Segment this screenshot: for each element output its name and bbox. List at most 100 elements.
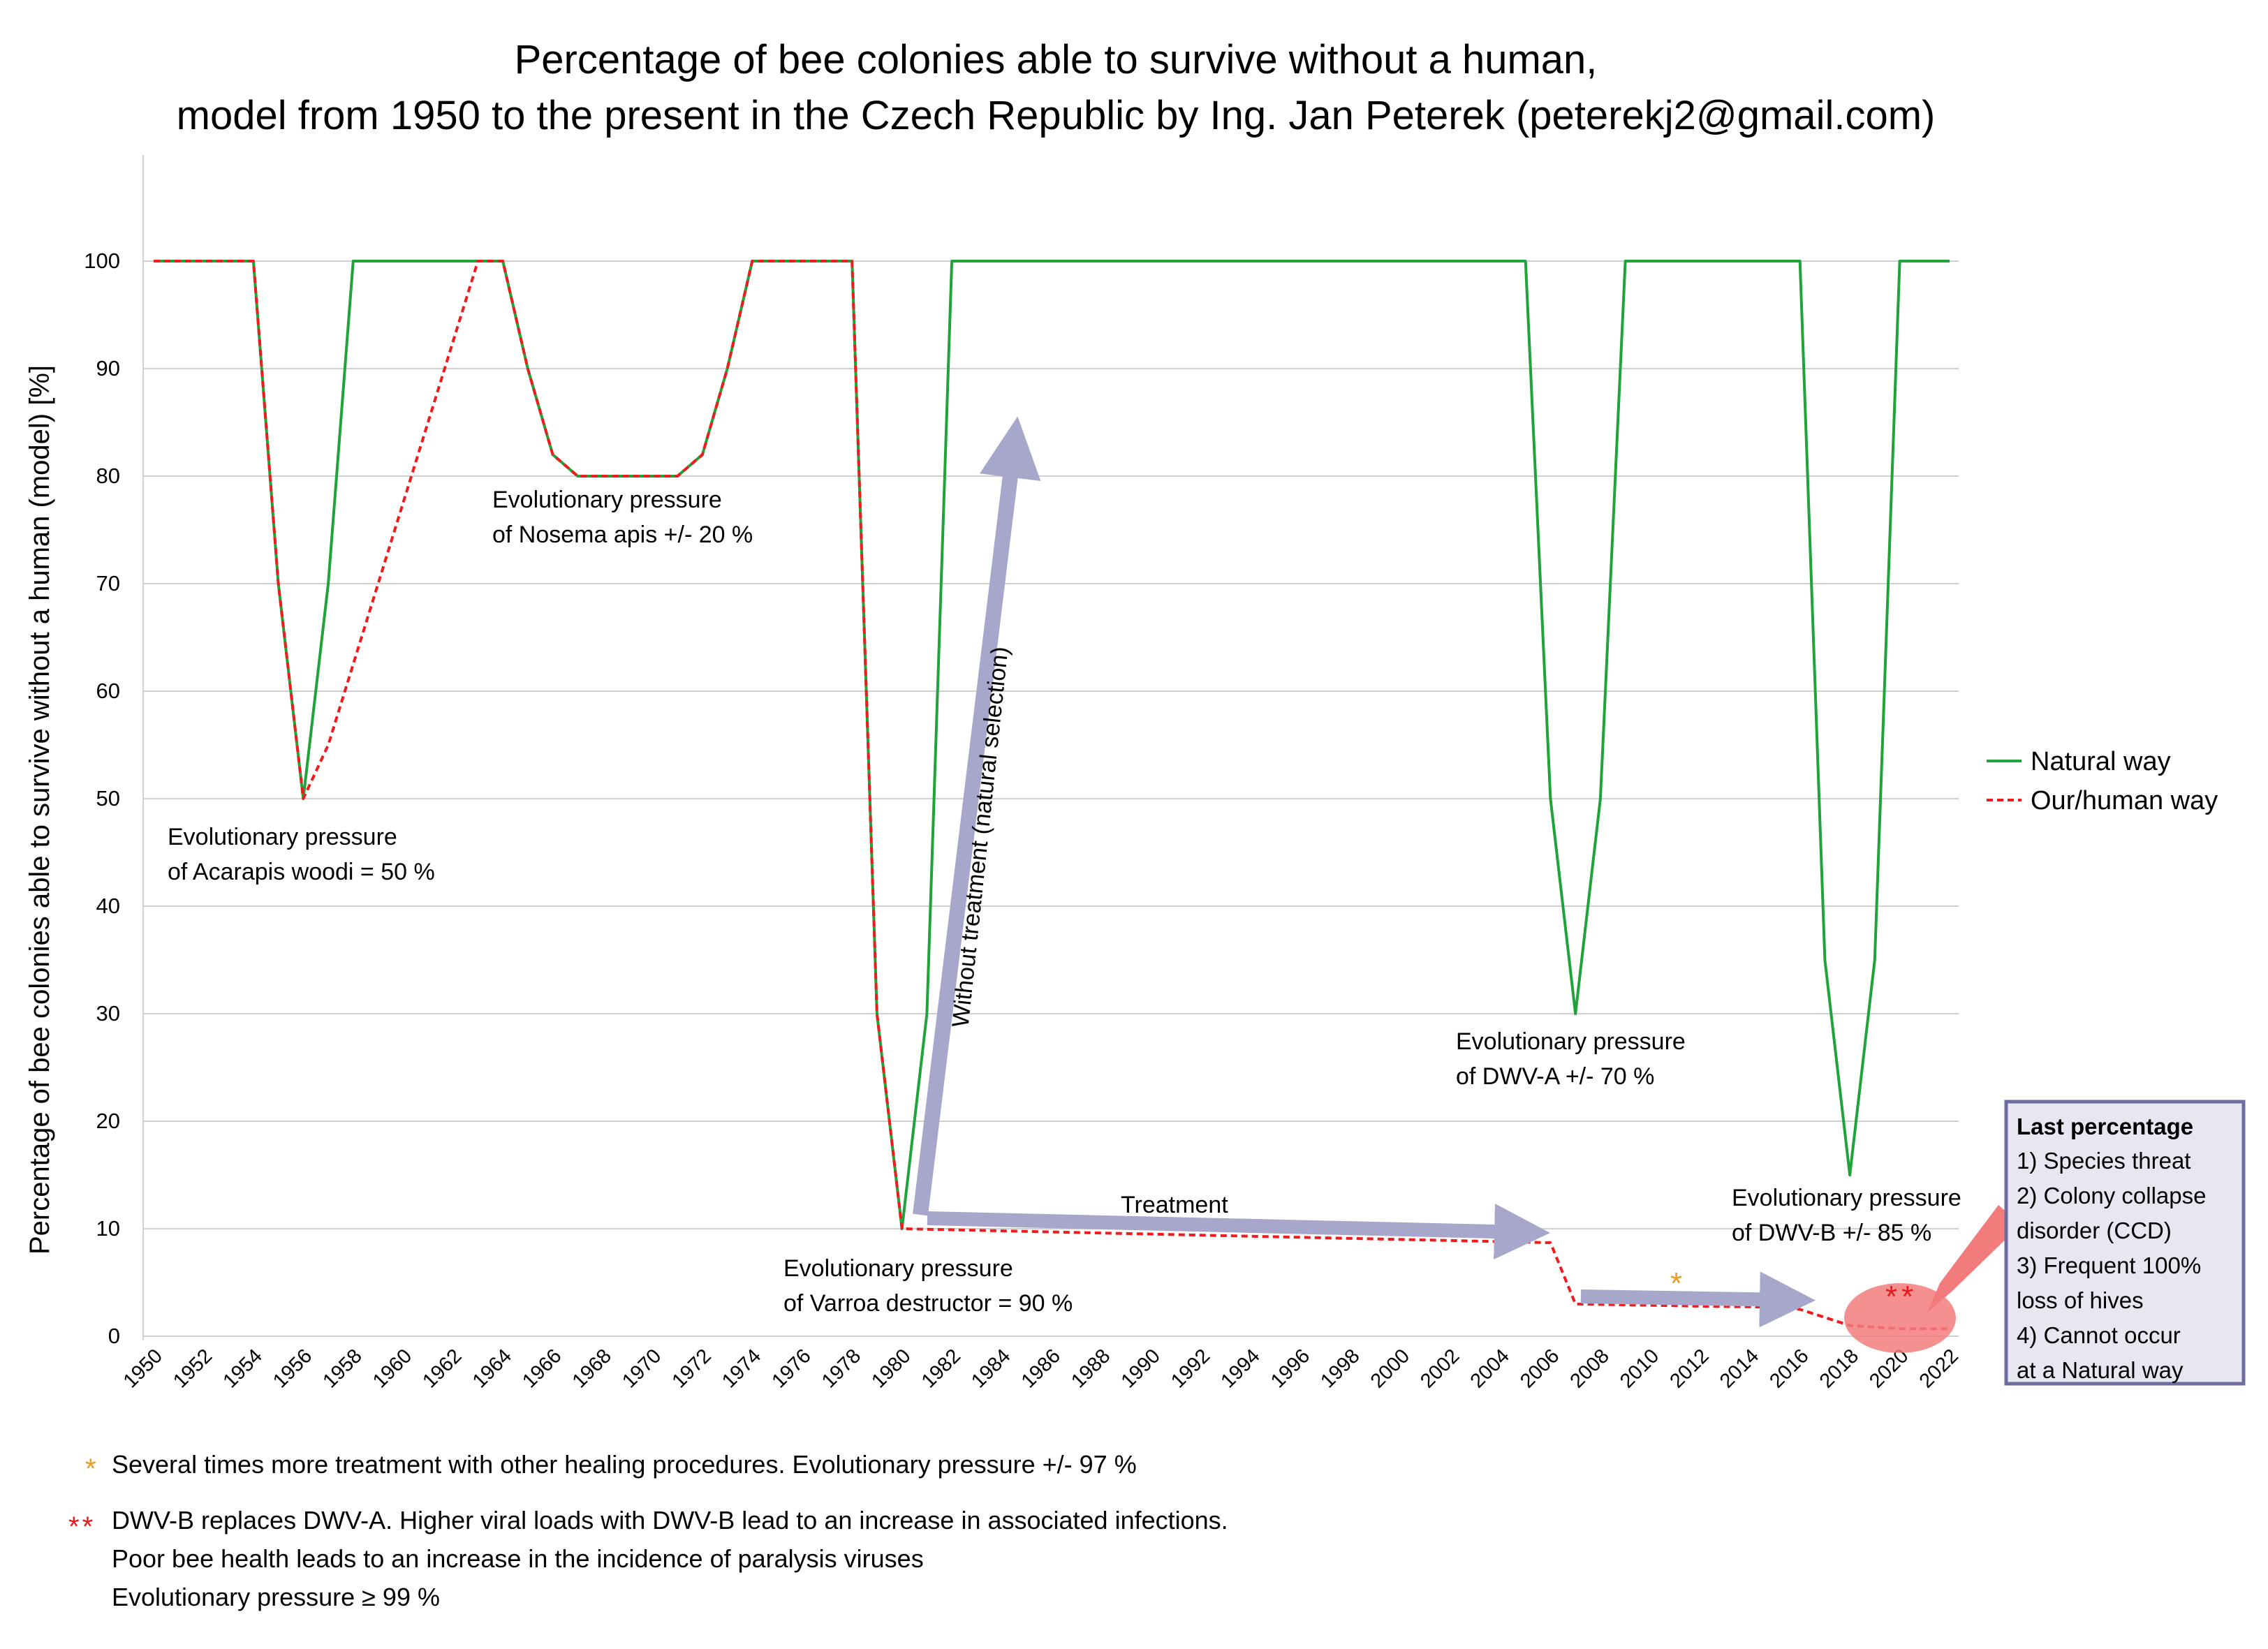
y-tick-label: 100 bbox=[84, 249, 120, 273]
x-tick-label: 1992 bbox=[1167, 1345, 1214, 1392]
x-tick-label: 1988 bbox=[1067, 1345, 1114, 1392]
footnote-marker: * bbox=[85, 1454, 96, 1484]
y-tick-labels: 0 10 20 30 40 50 60 70 80 90 100 bbox=[84, 249, 120, 1348]
y-tick-label: 90 bbox=[96, 356, 120, 380]
footnote-line: Several times more treatment with other … bbox=[112, 1450, 1137, 1479]
x-tick-label: 1952 bbox=[169, 1345, 216, 1392]
x-tick-label: 1964 bbox=[469, 1345, 516, 1392]
annotation-nosema: Evolutionary pressure of Nosema apis +/-… bbox=[492, 487, 753, 548]
legend: Natural way Our/human way bbox=[1987, 747, 2218, 815]
last-percentage-highlight bbox=[1844, 1283, 1956, 1353]
x-tick-label: 2004 bbox=[1466, 1345, 1514, 1392]
x-tick-label: 1976 bbox=[767, 1345, 815, 1392]
annotation-varroa: Evolutionary pressure of Varroa destruct… bbox=[783, 1255, 1073, 1317]
x-tick-label: 1956 bbox=[269, 1345, 316, 1392]
legend-label-human: Our/human way bbox=[2031, 786, 2218, 815]
x-tick-label: 1984 bbox=[967, 1345, 1015, 1392]
x-tick-label: 1968 bbox=[568, 1345, 616, 1392]
x-tick-label: 1998 bbox=[1316, 1345, 1364, 1392]
x-tick-label: 1978 bbox=[818, 1345, 865, 1392]
treatment-arrow bbox=[927, 1204, 1550, 1260]
x-tick-label: 2010 bbox=[1616, 1345, 1663, 1392]
legend-label-natural: Natural way bbox=[2031, 747, 2171, 776]
annotation-dwv-b: Evolutionary pressure of DWV-B +/- 85 % bbox=[1732, 1185, 1961, 1246]
callout-pointer-arrow bbox=[1927, 1205, 2018, 1312]
footnote-line: Evolutionary pressure ≥ 99 % bbox=[112, 1583, 440, 1611]
chart-subtitle: model from 1950 to the present in the Cz… bbox=[177, 93, 1936, 138]
callout-line: at a Natural way bbox=[2017, 1357, 2184, 1383]
annotation-double-asterisk: ** bbox=[1885, 1280, 1917, 1314]
x-tick-label: 1960 bbox=[369, 1345, 416, 1392]
y-tick-label: 30 bbox=[96, 1001, 120, 1026]
x-tick-label: 1958 bbox=[318, 1345, 366, 1392]
x-tick-label: 2012 bbox=[1665, 1345, 1713, 1392]
annotation-line: of Nosema apis +/- 20 % bbox=[492, 522, 753, 548]
y-tick-label: 80 bbox=[96, 464, 120, 488]
annotation-line: Evolutionary pressure bbox=[1732, 1185, 1961, 1211]
x-tick-label: 1970 bbox=[618, 1345, 665, 1392]
without-treatment-arrow bbox=[913, 416, 1041, 1216]
x-tick-label: 1966 bbox=[518, 1345, 566, 1392]
y-axis-label: Percentage of bee colonies able to survi… bbox=[24, 365, 55, 1255]
x-tick-label: 1950 bbox=[119, 1345, 167, 1392]
x-tick-label: 2022 bbox=[1915, 1345, 1963, 1392]
x-tick-label: 2018 bbox=[1816, 1345, 1863, 1392]
y-tick-label: 0 bbox=[108, 1324, 120, 1348]
x-tick-label: 2016 bbox=[1765, 1345, 1813, 1392]
callout-heading: Last percentage bbox=[2017, 1114, 2193, 1139]
y-tick-label: 50 bbox=[96, 786, 120, 811]
footnote-single: * Several times more treatment with othe… bbox=[85, 1450, 1137, 1484]
x-tick-label: 1986 bbox=[1017, 1345, 1065, 1392]
callout-line: disorder (CCD) bbox=[2017, 1218, 2172, 1243]
callout-line: 3) Frequent 100% bbox=[2017, 1252, 2201, 1278]
callout-line: 4) Cannot occur bbox=[2017, 1322, 2181, 1348]
annotation-line: Evolutionary pressure bbox=[1456, 1028, 1686, 1055]
annotation-line: of Varroa destructor = 90 % bbox=[783, 1290, 1073, 1317]
y-tick-label: 70 bbox=[96, 571, 120, 596]
y-tick-label: 20 bbox=[96, 1109, 120, 1133]
x-tick-label: 2002 bbox=[1416, 1345, 1464, 1392]
footnote-line: Poor bee health leads to an increase in … bbox=[112, 1544, 924, 1573]
last-percentage-box: Last percentage 1) Species threat 2) Col… bbox=[2004, 1100, 2246, 1386]
x-tick-label: 2014 bbox=[1716, 1345, 1763, 1392]
y-tick-label: 60 bbox=[96, 679, 120, 703]
x-tick-label: 1962 bbox=[418, 1345, 466, 1392]
x-tick-label: 1974 bbox=[718, 1345, 765, 1392]
series-layer bbox=[154, 260, 1950, 1331]
callout-line: loss of hives bbox=[2017, 1287, 2144, 1313]
y-tick-label: 40 bbox=[96, 894, 120, 918]
annotation-treatment: Treatment bbox=[1121, 1192, 1228, 1218]
x-tick-labels: 1950 1952 1954 1956 1958 1960 1962 1964 1966 1968… bbox=[119, 1345, 1963, 1392]
x-tick-label: 1972 bbox=[668, 1345, 716, 1392]
annotation-line: Evolutionary pressure bbox=[783, 1255, 1013, 1282]
annotation-line: of DWV-B +/- 85 % bbox=[1732, 1220, 1931, 1246]
footnote-double: ** DWV-B replaces DWV-A. Higher viral lo… bbox=[68, 1506, 1228, 1611]
x-tick-label: 1996 bbox=[1267, 1345, 1314, 1392]
annotation-single-asterisk: * bbox=[1670, 1266, 1682, 1301]
annotation-line: of DWV-A +/- 70 % bbox=[1456, 1063, 1654, 1090]
annotation-line: Evolutionary pressure bbox=[492, 487, 722, 513]
footnote-line: DWV-B replaces DWV-A. Higher viral loads… bbox=[112, 1506, 1228, 1535]
x-tick-label: 1994 bbox=[1216, 1345, 1264, 1392]
y-tick-label: 10 bbox=[96, 1216, 120, 1241]
arrows bbox=[913, 416, 1816, 1328]
chart-title: Percentage of bee colonies able to survi… bbox=[515, 37, 1598, 82]
x-tick-label: 1954 bbox=[219, 1345, 267, 1392]
annotation-dwv-a: Evolutionary pressure of DWV-A +/- 70 % bbox=[1456, 1028, 1686, 1090]
x-tick-label: 2006 bbox=[1516, 1345, 1563, 1392]
series-line-natural-way bbox=[154, 260, 1950, 1230]
extra-treatment-arrow bbox=[1580, 1271, 1816, 1328]
x-tick-label: 2008 bbox=[1566, 1345, 1614, 1392]
x-tick-label: 1990 bbox=[1117, 1345, 1165, 1392]
gridlines bbox=[143, 260, 1959, 1337]
annotation-line: of Acarapis woodi = 50 % bbox=[168, 859, 435, 885]
callout-line: 2) Colony collapse bbox=[2017, 1183, 2206, 1208]
callout-line: 1) Species threat bbox=[2017, 1148, 2190, 1174]
annotation-line: Evolutionary pressure bbox=[168, 824, 397, 850]
x-tick-label: 1982 bbox=[918, 1345, 965, 1392]
series-line-human-way bbox=[154, 260, 1950, 1331]
footnote-marker: ** bbox=[68, 1511, 96, 1542]
x-tick-label: 1980 bbox=[867, 1345, 915, 1392]
x-tick-label: 2000 bbox=[1367, 1345, 1414, 1392]
